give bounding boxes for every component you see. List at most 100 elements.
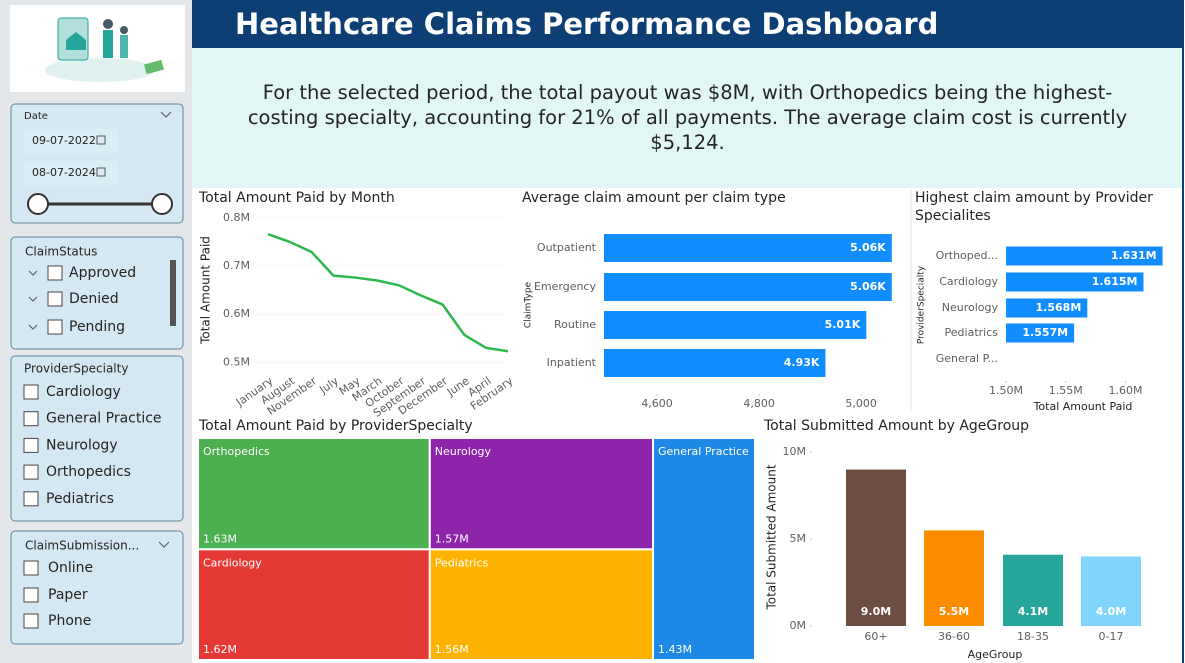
chevron[interactable] (160, 111, 172, 118)
x-tick-label: 18-35 (1017, 630, 1049, 643)
chart-title: Total Submitted Amount by AgeGroup (763, 418, 1029, 434)
slicer-item[interactable]: Cardiology (46, 384, 121, 400)
slicer-item[interactable]: Paper (48, 587, 88, 603)
slicer-item[interactable]: Pending (69, 319, 125, 335)
bar (846, 469, 906, 626)
slicer-title: ClaimSubmission... (25, 539, 139, 553)
value-label: 5.06K (850, 241, 886, 254)
value-label: 1.62M (203, 643, 237, 656)
slider-handle[interactable] (151, 193, 173, 215)
value-label: 9.0M (861, 605, 891, 618)
slicer-item[interactable]: Orthopedics (46, 464, 131, 480)
date-end[interactable]: 08-07-2024 (32, 166, 96, 179)
y-tick-label: 0.8M (223, 211, 250, 224)
tile-label: Cardiology (203, 556, 262, 569)
slicer-item[interactable]: Neurology (46, 437, 118, 453)
value-label: 4.93K (784, 356, 820, 369)
checkbox[interactable] (23, 613, 39, 629)
value-label: 1.631M (1111, 249, 1157, 262)
bar (1006, 298, 1088, 318)
value-label: 5.06K (850, 280, 886, 293)
bar (1081, 556, 1141, 626)
treemap-tile[interactable] (652, 437, 757, 661)
slicer-title: ClaimStatus (25, 245, 97, 259)
scrollbar[interactable] (170, 260, 176, 326)
checkbox[interactable] (23, 384, 39, 400)
value-label: 5.5M (939, 605, 969, 618)
treemap-tile[interactable] (197, 437, 431, 551)
bar (1006, 246, 1163, 266)
date-input[interactable] (24, 161, 119, 185)
treemap-tile[interactable] (197, 548, 431, 662)
value-label: 5.01K (825, 318, 861, 331)
title-bar (192, 0, 1183, 48)
slicer-item[interactable]: Phone (48, 613, 91, 629)
x-tick-label: 1.50M (989, 384, 1023, 397)
y-tick-label: Pediatrics (945, 326, 999, 339)
date-start[interactable]: 09-07-2022 (32, 134, 96, 147)
narrative-box (192, 48, 1183, 188)
expand-chevron[interactable] (28, 296, 38, 302)
checkbox[interactable] (47, 291, 63, 307)
slicer-item[interactable]: Denied (69, 291, 119, 307)
tile-label: Neurology (435, 445, 492, 458)
y-tick-label: 0.6M (223, 307, 250, 320)
narrative-wrap: For the selected period, the total payou… (192, 80, 1183, 155)
chevron[interactable] (158, 541, 170, 548)
slicer-item[interactable]: Online (48, 560, 93, 576)
checkbox[interactable] (23, 560, 39, 576)
checkbox[interactable] (23, 587, 39, 603)
expand-chevron[interactable] (28, 324, 38, 330)
treemap-tile[interactable] (428, 548, 655, 661)
x-axis-label: Total Amount Paid (1033, 400, 1133, 413)
slicer-item[interactable]: Approved (69, 265, 136, 281)
slicer-title: ProviderSpecialty (24, 362, 128, 376)
slicer-item[interactable]: General Practice (46, 411, 162, 427)
value-label: 1.615M (1092, 275, 1138, 288)
value-label: 1.557M (1022, 326, 1068, 339)
calendar-icon[interactable] (96, 167, 106, 177)
line (267, 233, 509, 353)
bar (604, 311, 867, 339)
chart-title: Total Amount Paid by Month (198, 190, 395, 206)
calendar-icon[interactable] (96, 135, 106, 145)
y-tick-label: 5M (790, 532, 807, 545)
chart-title: Total Amount Paid by ProviderSpecialty (198, 418, 473, 434)
y-tick-label: 0.7M (223, 259, 250, 272)
tile-label: Orthopedics (203, 445, 270, 458)
chart-title: Highest claim amount by Provider Special… (915, 190, 1153, 224)
date-input[interactable] (24, 129, 119, 153)
x-tick-label: 1.60M (1109, 384, 1143, 397)
y-axis-label: Total Submitted Amount (765, 464, 779, 610)
y-tick-label: Emergency (534, 280, 597, 293)
narrative: For the selected period, the total payou… (247, 81, 1128, 154)
bar (1006, 272, 1144, 292)
x-tick-label: 4,800 (743, 397, 775, 410)
checkbox[interactable] (23, 491, 39, 507)
x-tick-label: 5,000 (845, 397, 877, 410)
checkbox[interactable] (47, 319, 63, 335)
dashboard-title: Healthcare Claims Performance Dashboard (235, 7, 938, 41)
value-label: 1.63M (203, 532, 237, 545)
bar (604, 273, 892, 301)
slider-handle[interactable] (27, 193, 49, 215)
y-tick-label: General P... (936, 352, 998, 365)
chart-title: Average claim amount per claim type (522, 190, 786, 206)
value-label: 1.56M (435, 643, 469, 656)
checkbox[interactable] (23, 464, 39, 480)
value-label: 1.43M (658, 643, 692, 656)
checkbox[interactable] (47, 265, 63, 281)
slicer-item[interactable]: Pediatrics (46, 491, 114, 507)
bar (604, 349, 826, 377)
checkbox[interactable] (23, 437, 39, 453)
x-tick-label: 36-60 (938, 630, 970, 643)
value-label: 4.1M (1018, 605, 1048, 618)
expand-chevron[interactable] (28, 270, 38, 276)
x-tick-label: July (316, 374, 341, 397)
bar (1003, 554, 1063, 626)
checkbox[interactable] (23, 411, 39, 427)
y-axis-label: ClaimType (524, 281, 534, 328)
slicer-title: Date (24, 111, 48, 122)
